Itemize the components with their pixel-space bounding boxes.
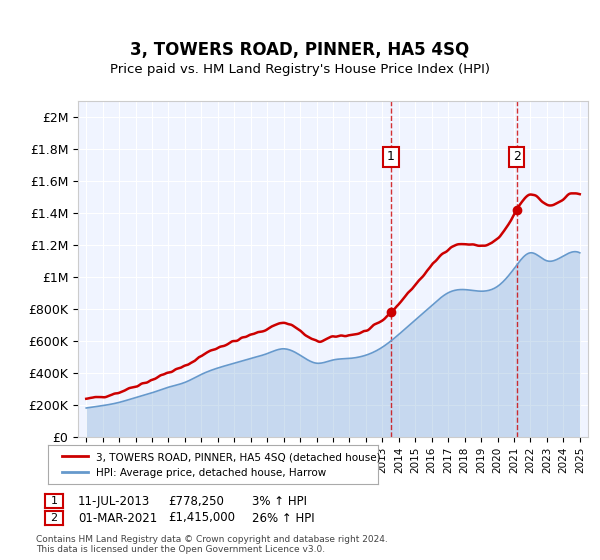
Text: Contains HM Land Registry data © Crown copyright and database right 2024.
This d: Contains HM Land Registry data © Crown c…	[36, 535, 388, 554]
Text: 1: 1	[387, 150, 395, 164]
Text: 2: 2	[50, 513, 58, 523]
Legend: 3, TOWERS ROAD, PINNER, HA5 4SQ (detached house), HPI: Average price, detached h: 3, TOWERS ROAD, PINNER, HA5 4SQ (detache…	[56, 447, 386, 483]
Text: Price paid vs. HM Land Registry's House Price Index (HPI): Price paid vs. HM Land Registry's House …	[110, 63, 490, 76]
Text: £1,415,000: £1,415,000	[168, 511, 235, 525]
Text: 3, TOWERS ROAD, PINNER, HA5 4SQ: 3, TOWERS ROAD, PINNER, HA5 4SQ	[130, 41, 470, 59]
Text: 26% ↑ HPI: 26% ↑ HPI	[252, 511, 314, 525]
Text: 1: 1	[50, 496, 58, 506]
Text: 11-JUL-2013: 11-JUL-2013	[78, 494, 150, 508]
Text: 01-MAR-2021: 01-MAR-2021	[78, 511, 157, 525]
Text: 3% ↑ HPI: 3% ↑ HPI	[252, 494, 307, 508]
Text: 2: 2	[513, 150, 521, 164]
Text: £778,250: £778,250	[168, 494, 224, 508]
